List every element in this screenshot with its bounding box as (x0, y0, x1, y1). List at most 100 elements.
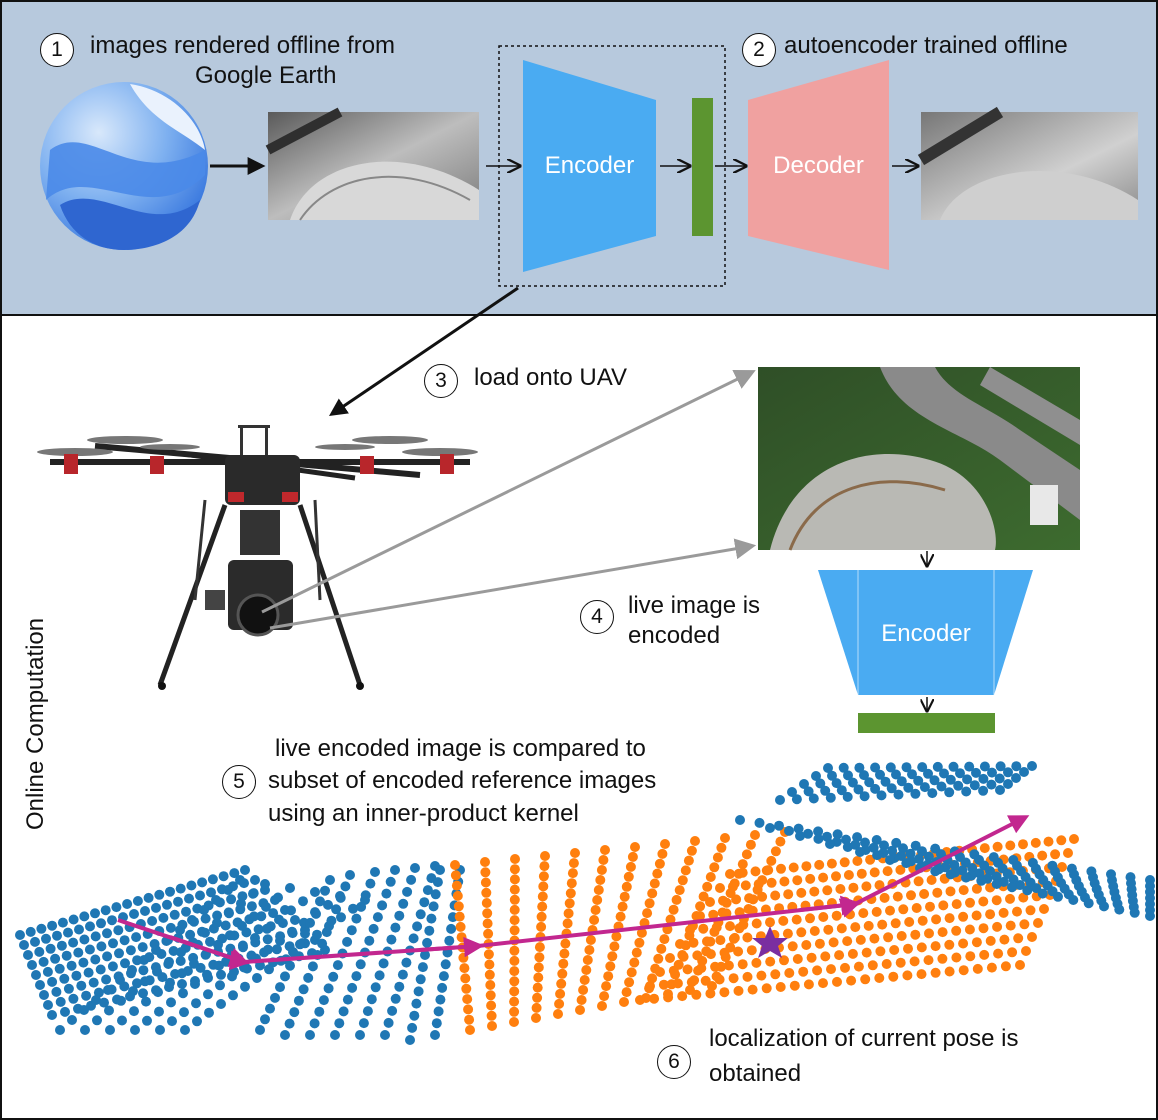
reference-point (260, 879, 270, 889)
reference-point (176, 947, 186, 958)
reference-point (838, 762, 849, 773)
reference-point (328, 971, 339, 982)
reference-point (979, 949, 990, 960)
reference-point (791, 794, 802, 805)
reference-point (902, 970, 913, 981)
reference-point (181, 906, 191, 917)
reference-point (875, 946, 886, 957)
reference-point (1022, 885, 1033, 896)
reference-point (705, 988, 716, 999)
reference-point (938, 900, 949, 911)
reference-point (36, 923, 47, 934)
reference-point (930, 967, 941, 978)
reference-point (711, 922, 722, 933)
reference-point (372, 912, 383, 923)
reference-point (801, 940, 812, 950)
reference-point (828, 937, 839, 948)
reference-point (250, 933, 260, 943)
reference-point (869, 867, 880, 878)
reference-point (60, 1006, 70, 1017)
reference-point (107, 915, 117, 926)
reference-point (509, 874, 520, 885)
reference-point (533, 972, 544, 983)
reference-point (994, 773, 1005, 784)
reference-point (45, 943, 56, 954)
step1-text-line1: images rendered offline from (90, 32, 396, 59)
reference-point (68, 993, 79, 1004)
reference-point (725, 869, 735, 879)
reference-point (509, 976, 520, 987)
reference-point (408, 933, 419, 944)
reference-point (624, 977, 635, 988)
reference-point (763, 865, 774, 876)
reference-point (320, 885, 330, 896)
reference-point (971, 937, 982, 948)
reference-point (630, 842, 640, 852)
reference-point (1056, 835, 1067, 846)
reference-point (397, 969, 408, 980)
reference-point (435, 994, 446, 1005)
reference-point (417, 962, 428, 973)
reference-point (874, 973, 885, 983)
reference-point (394, 910, 405, 921)
reference-point (737, 959, 748, 970)
reference-point (263, 944, 273, 955)
reference-point (140, 906, 150, 916)
reference-point (605, 961, 616, 972)
reference-point (733, 946, 744, 957)
reference-point (672, 978, 683, 989)
reference-point (271, 944, 282, 955)
reference-point (132, 978, 142, 989)
reference-point (558, 958, 569, 969)
reference-point (555, 988, 566, 999)
reference-point (129, 909, 139, 919)
reference-point (823, 763, 833, 773)
reference-point (23, 950, 33, 960)
reference-point (951, 952, 962, 963)
reference-point (532, 992, 543, 1003)
reference-point (995, 761, 1006, 772)
reference-point (839, 857, 850, 868)
reference-point (805, 913, 815, 924)
reference-point (850, 922, 861, 933)
reference-point (991, 879, 1002, 889)
reference-point (923, 768, 933, 779)
reference-point (979, 761, 990, 772)
arrow-camera-to-live-image-bottom (269, 538, 757, 630)
reference-point (971, 910, 982, 921)
reference-point (151, 902, 161, 913)
reference-point (265, 1003, 275, 1014)
reference-point (431, 1018, 442, 1029)
reference-point (213, 939, 223, 950)
reference-point (886, 783, 897, 794)
reference-point (360, 890, 371, 901)
reference-point (47, 976, 58, 987)
reference-point (536, 911, 547, 922)
reference-point (366, 994, 377, 1005)
reference-point (560, 938, 571, 949)
reference-point (262, 923, 272, 934)
reference-point (579, 975, 590, 985)
reference-point (917, 915, 928, 926)
reference-point (929, 775, 940, 786)
reference-point (1015, 960, 1025, 970)
reference-point (725, 921, 735, 932)
reference-point (595, 875, 606, 885)
reference-point (814, 938, 825, 949)
reference-point (509, 894, 520, 905)
reference-point (723, 960, 734, 971)
reference-point (919, 782, 930, 793)
reference-point (30, 936, 40, 947)
reference-point (1063, 848, 1073, 858)
reference-point (890, 918, 901, 929)
reference-point (919, 889, 930, 899)
reference-point (203, 989, 213, 1000)
reference-point (204, 1007, 214, 1018)
reference-point (385, 876, 396, 887)
reference-point (100, 905, 111, 916)
step5-badge: 5 (222, 765, 256, 799)
reference-point (61, 950, 72, 961)
reference-point (910, 788, 921, 799)
reference-point (153, 987, 163, 998)
reference-point (307, 961, 318, 972)
